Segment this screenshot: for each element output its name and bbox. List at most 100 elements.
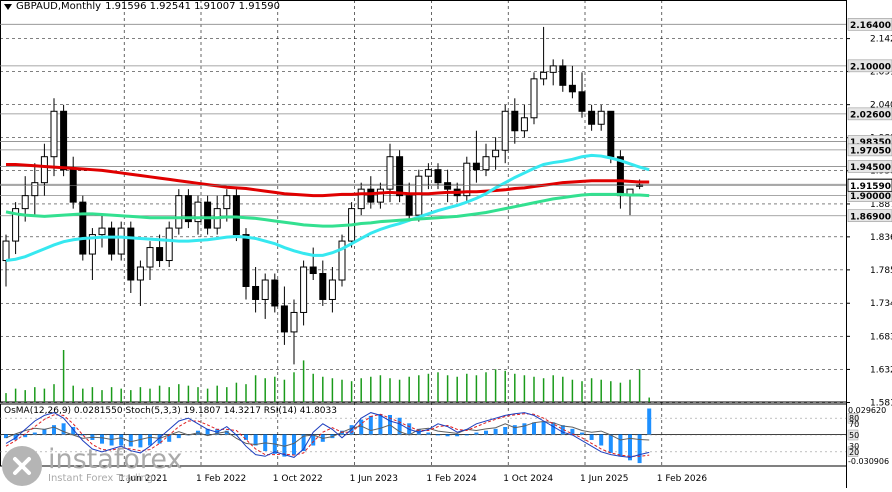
moving-average-line bbox=[6, 162, 650, 198]
osma-bar bbox=[493, 428, 498, 435]
level-label-box bbox=[847, 209, 892, 223]
candle-body bbox=[69, 169, 77, 203]
candle-body bbox=[108, 227, 116, 255]
level-label: 1.97050 bbox=[850, 146, 891, 156]
current-price-label: 1.91590 bbox=[850, 182, 891, 192]
osma-bar bbox=[292, 434, 296, 455]
level-label-box bbox=[847, 59, 892, 73]
x-tick-label: 1 Jun 2021 bbox=[119, 474, 167, 484]
candle-body bbox=[2, 240, 10, 262]
candle-body bbox=[127, 227, 135, 281]
osma-bar bbox=[301, 434, 306, 452]
candle-body bbox=[136, 266, 144, 281]
y-tick-label: 1.73420 bbox=[870, 299, 892, 309]
candle-body bbox=[156, 247, 164, 262]
osma-bar bbox=[119, 434, 124, 446]
level-label: 1.86900 bbox=[850, 212, 891, 222]
stoch-main-line bbox=[5, 412, 650, 458]
candle-body bbox=[175, 195, 183, 229]
candle-body bbox=[405, 195, 413, 216]
candle-body bbox=[559, 65, 567, 86]
osma-bar bbox=[618, 434, 623, 457]
rsi-line bbox=[5, 421, 650, 447]
osma-bar bbox=[474, 432, 479, 435]
stoch-level-label: 80 bbox=[849, 414, 859, 423]
osma-bar bbox=[282, 434, 287, 457]
x-tick-label: 1 Feb 2022 bbox=[196, 474, 246, 484]
level-label-box bbox=[847, 107, 892, 121]
x-tick-label: 1 Jun 2025 bbox=[580, 474, 628, 484]
osma-bar bbox=[128, 434, 133, 447]
candle-body bbox=[12, 208, 20, 242]
candle-body bbox=[98, 227, 106, 236]
osma-bar bbox=[570, 428, 575, 435]
candle-body bbox=[300, 266, 308, 313]
osma-bar bbox=[484, 430, 488, 435]
osma-bar bbox=[551, 422, 556, 435]
y-tick-label: 1.78560 bbox=[870, 266, 892, 276]
osma-bar bbox=[560, 425, 565, 435]
level-label-box bbox=[847, 143, 892, 157]
watermark-tagline: Instant Forex Trading bbox=[48, 473, 154, 484]
y-tick-label: 2.04020 bbox=[870, 101, 892, 111]
candle-body bbox=[357, 188, 365, 210]
candle-body bbox=[424, 169, 432, 177]
osma-bar bbox=[589, 434, 594, 440]
candle-body bbox=[386, 156, 394, 190]
y-tick-label: 1.88720 bbox=[870, 200, 892, 210]
candle-body bbox=[184, 195, 192, 223]
x-tick-label: 1 Jun 2023 bbox=[350, 474, 398, 484]
osma-bar bbox=[138, 434, 143, 448]
candle-body bbox=[271, 279, 279, 307]
moving-average-line bbox=[5, 153, 650, 263]
osma-bar bbox=[599, 434, 604, 446]
osma-bar bbox=[522, 423, 527, 435]
candle-body bbox=[492, 149, 500, 158]
candle-body bbox=[328, 279, 336, 300]
stoch-level-box bbox=[847, 446, 859, 457]
candle-body bbox=[597, 110, 605, 125]
candle-body bbox=[588, 110, 596, 125]
candle-body bbox=[60, 110, 68, 171]
osma-bar bbox=[32, 432, 37, 435]
candle-body bbox=[88, 234, 96, 255]
osma-bar bbox=[176, 434, 181, 439]
indicator-title: OsMA(12,26,9) 0.0281550 Stoch(5,3,3) 19.… bbox=[4, 406, 337, 416]
candle-body bbox=[444, 182, 452, 190]
osma-bar bbox=[628, 434, 632, 461]
osma-bar bbox=[455, 434, 460, 437]
stoch-extra-label: 30 bbox=[849, 442, 859, 451]
symbol-timeframe: GBPAUD,Monthly bbox=[16, 1, 102, 12]
stoch-level-box bbox=[847, 413, 859, 424]
osma-bottom-label: -0.030906 bbox=[848, 457, 889, 466]
candle-body bbox=[338, 240, 346, 281]
osma-bar bbox=[80, 434, 85, 436]
osma-bar bbox=[464, 434, 469, 436]
current-price-box bbox=[847, 178, 892, 192]
osma-bar bbox=[42, 428, 47, 435]
candle-body bbox=[607, 110, 615, 158]
candle-body bbox=[252, 285, 260, 300]
osma-bar bbox=[445, 434, 450, 437]
candle-body bbox=[232, 195, 240, 236]
candle-body bbox=[376, 188, 384, 203]
osma-bar bbox=[311, 434, 316, 446]
level-label: 2.10000 bbox=[850, 62, 891, 72]
level-label-box bbox=[847, 160, 892, 173]
moving-average-line bbox=[5, 192, 650, 228]
stoch-level-box bbox=[847, 429, 859, 441]
candle-body bbox=[117, 227, 125, 255]
candle-body bbox=[50, 110, 58, 158]
osma-bar bbox=[532, 422, 536, 435]
candle-body bbox=[434, 169, 442, 184]
candle-body bbox=[280, 305, 288, 333]
stoch-extra-label: 70 bbox=[849, 420, 859, 429]
osma-bar bbox=[148, 434, 152, 446]
osma-bar bbox=[368, 415, 373, 435]
osma-bar bbox=[244, 434, 248, 440]
osma-bar bbox=[4, 434, 8, 439]
candle-body bbox=[415, 175, 423, 216]
osma-bar bbox=[61, 423, 66, 435]
candle-body bbox=[242, 234, 250, 287]
